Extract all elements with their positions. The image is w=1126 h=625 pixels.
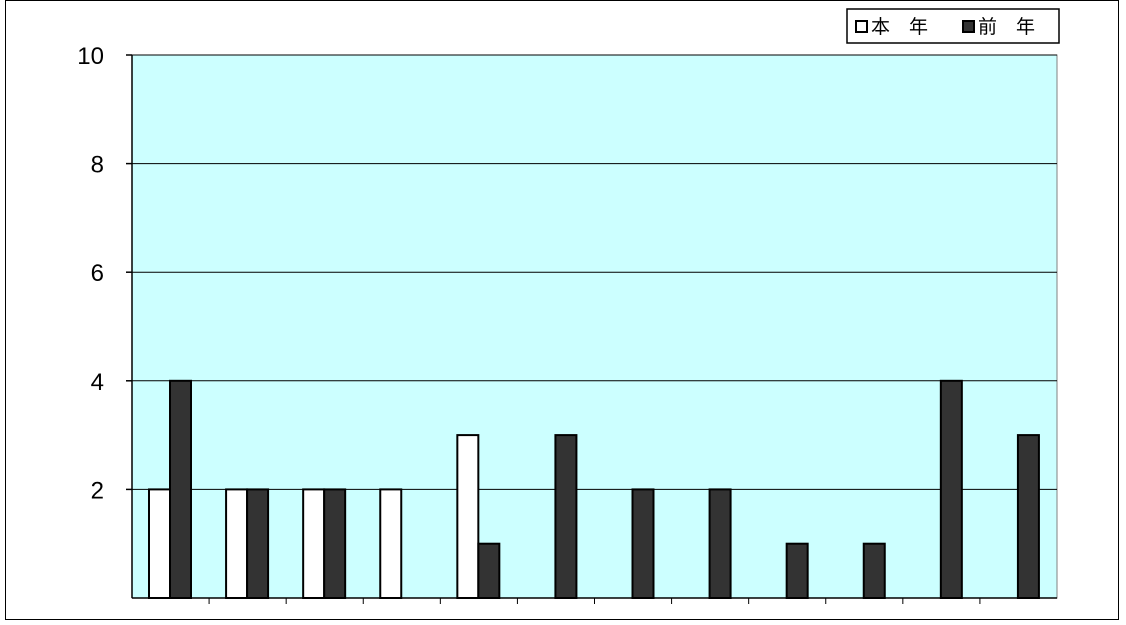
y-tick-label: 6 [91,260,104,287]
bar-previous-year [939,379,963,599]
y-tick-labels: 2 4 6 8 10 [77,43,104,504]
axes [126,54,1057,604]
bars [148,379,1040,600]
bar-previous-year [477,542,501,600]
bar-current-year [148,488,171,599]
y-tick-label: 4 [91,369,104,396]
gridlines [132,54,1057,490]
bar-previous-year [785,542,809,600]
bar-previous-year [1016,434,1040,599]
bar-current-year [379,488,403,599]
y-tick-label: 10 [77,43,104,70]
bar-previous-year [554,434,578,599]
legend: 本 年 前 年 [846,8,1060,44]
bar-previous-year [169,379,192,599]
y-tick-label: 2 [91,477,104,504]
legend-swatch-current-year [855,20,868,33]
legend-swatch-previous-year [962,20,975,33]
legend-label-previous-year: 前 年 [978,16,1035,38]
bar-previous-year [708,488,732,599]
legend-label-current-year: 本 年 [871,16,928,38]
plot-area [131,54,1058,599]
bar-current-year [456,434,480,599]
y-tick-label: 8 [91,152,104,179]
bar-previous-year [246,488,270,599]
bar-current-year [225,488,249,599]
bar-previous-year [862,542,886,600]
bar-previous-year [323,488,347,599]
bar-current-year [302,488,326,599]
legend-box [846,8,1060,44]
bar-previous-year [631,488,655,599]
